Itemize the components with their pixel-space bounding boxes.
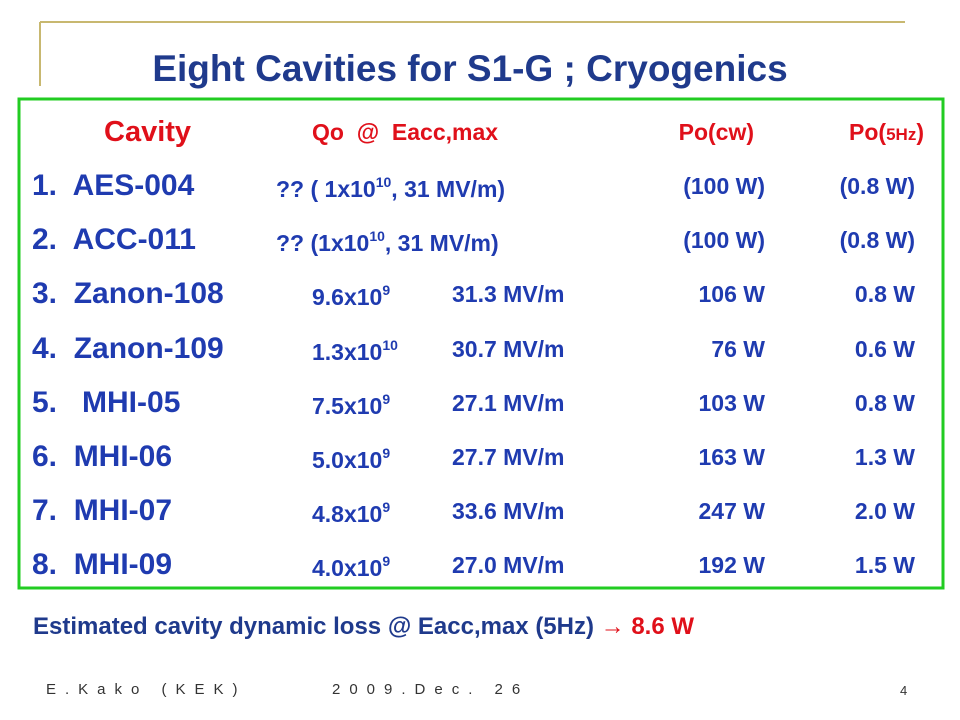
eacc: 27.7 MV/m [452, 444, 565, 470]
text: Po( [849, 119, 887, 145]
qo-exp: 10 [382, 336, 398, 353]
header-qo: Qo @ Eacc,max [312, 119, 499, 145]
po-5hz: 0.8 W [854, 281, 915, 308]
po-5hz: 0.8 W [854, 389, 915, 416]
qo-exp: 9 [382, 499, 391, 516]
header-po-cw: Po(cw) [678, 119, 754, 145]
qo-text: ?? ( 1x10 [276, 176, 376, 202]
eacc: 30.7 MV/m [452, 335, 565, 362]
po-cw: 103 W [698, 389, 765, 416]
po-5hz: (0.8 W) [839, 173, 915, 199]
qo-after: , 31 MV/m) [391, 176, 506, 202]
qo-text: 9.6x10 [312, 284, 383, 311]
table-frame [17, 97, 945, 590]
arrow: → [600, 613, 625, 640]
header-cavity: Cavity [104, 116, 192, 148]
eacc: 27.0 MV/m [452, 552, 565, 579]
qo-exp: 9 [382, 445, 391, 461]
po-cw: 106 W [698, 281, 765, 308]
qo-exp: 9 [382, 553, 391, 570]
po-cw: 247 W [698, 498, 765, 525]
cavity-name: 6. MHI-06 [32, 440, 173, 473]
po-5hz: (0.8 W) [839, 227, 915, 254]
qo: 7.5x109 [312, 392, 390, 418]
qo-after: , 31 MV/m) [384, 230, 499, 257]
summary: Estimated cavity dynamic loss @ Eacc,max… [33, 615, 694, 639]
qo: 9.6x109 [312, 283, 390, 309]
qo: 4.0x109 [312, 554, 390, 580]
po-5hz: 1.5 W [854, 552, 915, 579]
footer-page: 4 [900, 683, 908, 698]
text: ) [916, 119, 924, 145]
qo-text: 4.0x10 [312, 555, 383, 582]
qo-text: ?? (1x10 [276, 230, 370, 257]
po-5hz: 2.0 W [854, 498, 915, 525]
eacc: 27.1 MV/m [452, 389, 565, 416]
qo-exp: 9 [382, 282, 391, 299]
summary-text: Estimated cavity dynamic loss @ Eacc,max… [33, 613, 594, 640]
qo: 4.8x109 [312, 500, 390, 526]
qo-text: 5.0x10 [312, 447, 383, 473]
qo: ?? ( 1x1010, 31 MV/m) [276, 175, 505, 201]
po-cw: (100 W) [683, 173, 765, 199]
qo-text: 4.8x10 [312, 501, 383, 528]
po-cw: 76 W [711, 335, 765, 362]
po-cw: 163 W [698, 444, 765, 470]
po-cw: 192 W [698, 552, 765, 579]
qo-text: 7.5x10 [312, 392, 383, 419]
footer-date: 2009.Dec. 26 [332, 681, 530, 698]
eacc: 31.3 MV/m [452, 281, 565, 308]
eacc: 33.6 MV/m [452, 498, 565, 525]
footer-author: E.Kako (KEK) [46, 681, 247, 698]
cavity-name: 3. Zanon-108 [32, 277, 224, 311]
header-po-5hz: Po(5Hz) [849, 121, 924, 144]
qo-exp: 10 [375, 174, 392, 190]
po-5hz: 0.6 W [854, 335, 915, 362]
cavity-name: 5. MHI-05 [32, 385, 181, 419]
qo-text: 1.3x10 [312, 338, 383, 365]
po-5hz: 1.3 W [854, 444, 915, 470]
title: Eight Cavities for S1-G ; Cryogenics [152, 48, 788, 89]
text: 5Hz [886, 125, 917, 144]
qo-exp: 10 [369, 228, 385, 245]
qo-exp: 9 [382, 390, 391, 407]
cavity-name: 4. Zanon-109 [32, 331, 224, 365]
summary-result: 8.6 W [631, 613, 695, 640]
cavity-name: 2. ACC-011 [32, 223, 196, 257]
cavity-name: 1. AES-004 [32, 169, 195, 202]
cavity-name: 8. MHI-09 [32, 548, 173, 582]
po-cw: (100 W) [683, 227, 765, 254]
qo: 1.3x1010 [312, 338, 398, 364]
qo: 5.0x109 [312, 446, 390, 472]
qo: ?? (1x1010, 31 MV/m) [276, 229, 499, 255]
cavity-name: 7. MHI-07 [32, 494, 173, 528]
